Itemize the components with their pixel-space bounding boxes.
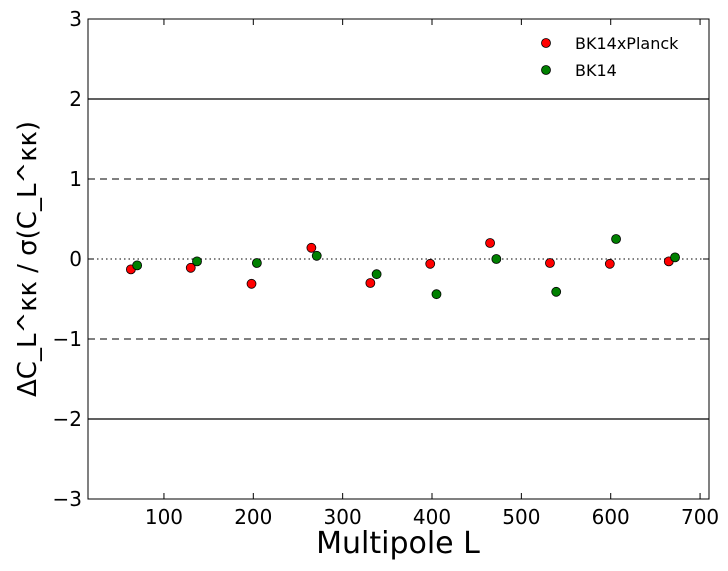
x-tick-label: 300 (324, 505, 362, 529)
data-point-bk14xplanck (604, 258, 615, 269)
x-tick-label: 100 (145, 505, 183, 529)
y-tick-label: 3 (69, 7, 82, 31)
data-point-bk14xplanck (485, 238, 495, 248)
data-point-bk14xplanck (246, 278, 257, 289)
data-point-bk14xplanck (365, 278, 376, 288)
data-point-bk14xplanck (545, 258, 555, 268)
x-tick-label: 200 (234, 505, 272, 529)
data-point-bk14 (251, 258, 262, 268)
y-axis-ticks: −3 −2 −1 0 1 2 3 (53, 7, 709, 511)
data-points (125, 234, 680, 300)
data-point-bk14xplanck (425, 258, 436, 269)
legend-label: BK14xPlanck (575, 34, 679, 53)
x-axis-title: Multipole L (316, 526, 480, 561)
data-point-bk14 (132, 260, 143, 271)
legend-marker (541, 65, 551, 75)
x-tick-label: 500 (502, 505, 540, 529)
legend: BK14xPlanck BK14 (541, 34, 679, 80)
reference-lines (88, 98, 709, 420)
data-point-bk14 (491, 254, 502, 264)
data-point-bk14 (670, 252, 680, 263)
data-point-bk14 (551, 286, 562, 297)
y-tick-label: 1 (69, 167, 82, 191)
legend-label: BK14 (575, 61, 617, 80)
data-point-bk14 (192, 256, 202, 267)
y-tick-label: −3 (53, 487, 82, 511)
y-tick-label: −2 (53, 407, 82, 431)
data-point-bk14 (431, 289, 442, 300)
x-tick-label: 700 (681, 505, 719, 529)
x-axis-ticks: 100 200 300 400 500 600 700 (145, 19, 719, 529)
y-tick-label: 2 (69, 87, 82, 111)
y-tick-label: −1 (53, 327, 82, 351)
y-axis-title-text: ΔC_L^κκ / σ(C_L^κκ) (13, 121, 43, 397)
x-axis-title-text: Multipole L (316, 526, 480, 561)
data-point-bk14xplanck (185, 262, 196, 273)
y-tick-label: 0 (69, 247, 82, 271)
legend-marker (541, 38, 551, 48)
x-tick-label: 400 (413, 505, 451, 529)
data-point-bk14 (371, 269, 382, 280)
y-axis-title: ΔC_L^κκ / σ(C_L^κκ) (13, 121, 43, 397)
data-point-bk14 (611, 234, 621, 244)
x-tick-label: 600 (592, 505, 630, 529)
data-point-bk14 (311, 250, 322, 261)
data-point-bk14xplanck (306, 242, 317, 253)
